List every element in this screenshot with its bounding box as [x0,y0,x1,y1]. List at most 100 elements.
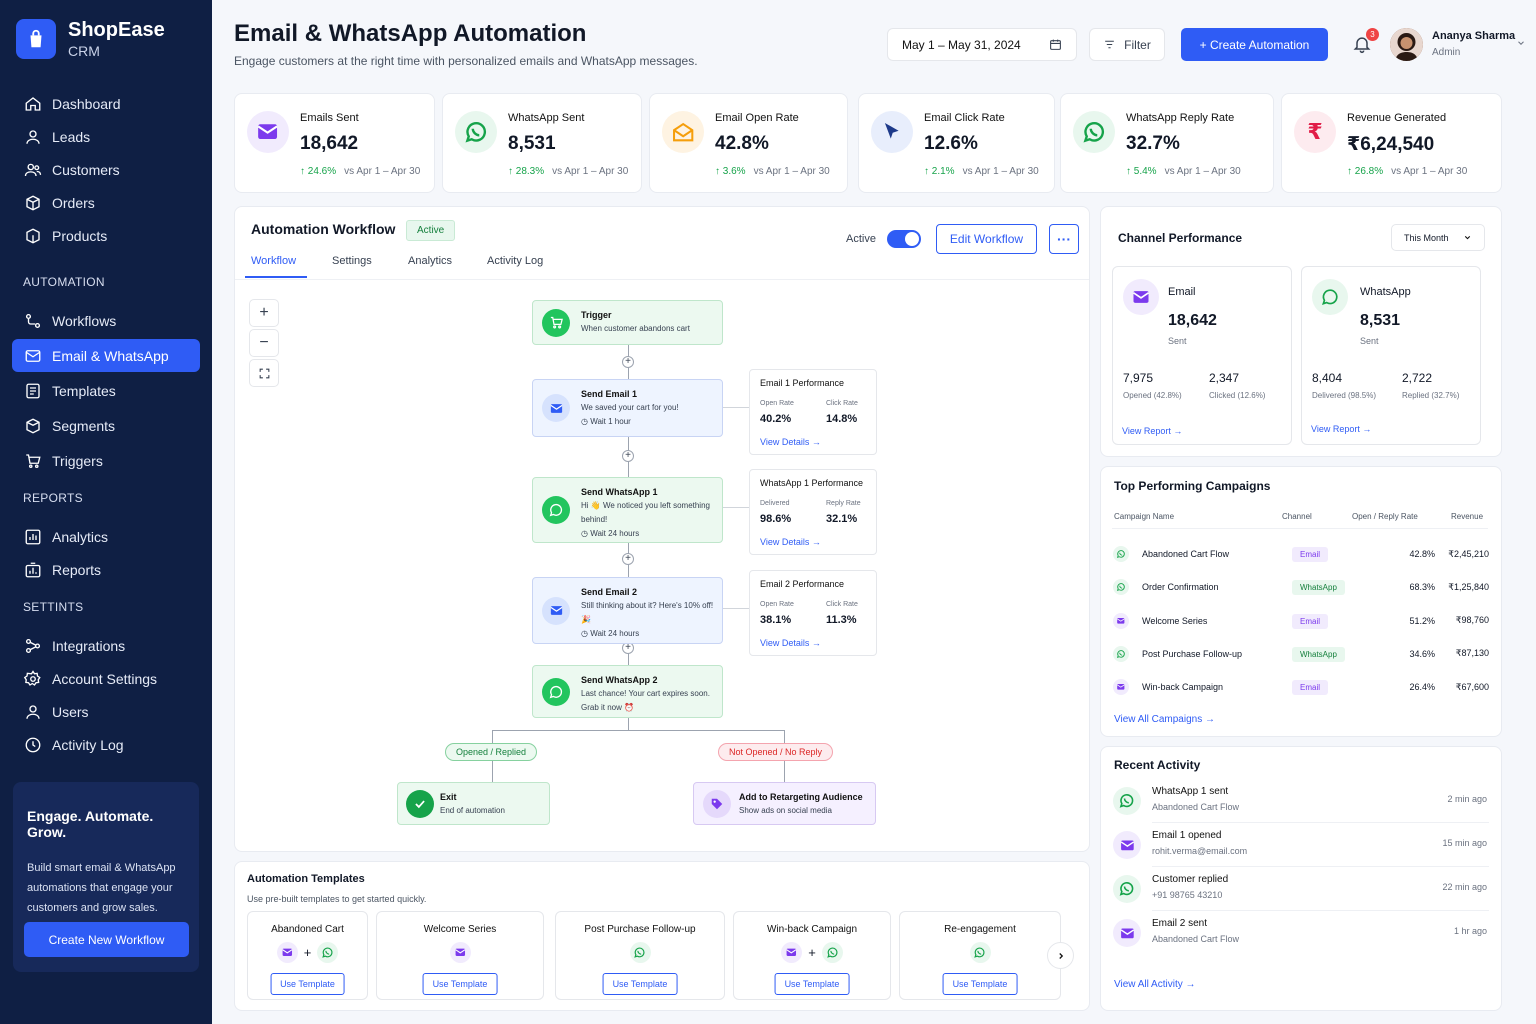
chevron-down-icon [1464,235,1471,240]
carousel-next-button[interactable] [1047,942,1074,969]
create-automation-button[interactable]: + Create Automation [1181,28,1328,61]
sidebar-item-workflows[interactable]: Workflows [12,304,200,337]
email2-node[interactable]: Send Email 2 Still thinking about it? He… [532,577,723,644]
template-channels [377,942,543,963]
chevron-down-icon[interactable] [1516,38,1526,48]
view-details-link[interactable]: View Details → [760,437,821,447]
table-row[interactable]: Order Confirmation WhatsApp 68.3% ₹1,25,… [1113,573,1489,601]
tab-workflow[interactable]: Workflow [251,255,297,267]
whatsapp2-node[interactable]: Send WhatsApp 2 Last chance! Your cart e… [532,665,723,718]
whatsapp1-node[interactable]: Send WhatsApp 1 Hi 👋 We noticed you left… [532,477,723,543]
sidebar-item-integrations[interactable]: Integrations [12,629,200,662]
retargeting-node[interactable]: Add to Retargeting Audience Show ads on … [693,782,876,825]
sidebar-item-triggers[interactable]: Triggers [12,444,200,477]
use-template-button[interactable]: Use Template [270,973,345,995]
sidebar-item-segments[interactable]: Segments [12,409,200,442]
kpi-delta-value: 24.6% [307,166,337,177]
use-template-button[interactable]: Use Template [942,973,1018,995]
add-step-button[interactable]: + [622,450,634,462]
view-report-link[interactable]: View Report → [1122,426,1182,436]
table-row[interactable]: Welcome Series Email 51.2% ₹98,760 [1113,607,1489,635]
view-details-link[interactable]: View Details → [760,537,821,547]
kpi-value: 8,531 [508,133,556,154]
chevron-right-icon [1058,952,1063,959]
exit-node[interactable]: Exit End of automation [397,782,550,825]
sidebar-item-label: Integrations [52,637,126,654]
whatsapp-icon [542,496,570,524]
bell-icon[interactable] [1352,34,1372,54]
create-new-workflow-button[interactable]: Create New Workflow [24,922,189,957]
sidebar-item-analytics[interactable]: Analytics [12,520,200,553]
sidebar-item-orders[interactable]: Orders [12,186,200,219]
template-card[interactable]: Post Purchase Follow-up Use Template [555,911,725,1000]
view-details-link[interactable]: View Details → [760,638,821,648]
brand[interactable]: ShopEase CRM [16,18,165,60]
view-all-campaigns-link[interactable]: View All Campaigns → [1114,714,1215,725]
sidebar-item-templates[interactable]: Templates [12,374,200,407]
list-item[interactable]: Email 2 sent Abandoned Cart Flow 1 hr ag… [1113,914,1489,958]
activity-time: 2 min ago [1447,794,1487,804]
sidebar-item-email-whatsapp[interactable]: Email & WhatsApp [12,339,200,372]
use-template-button[interactable]: Use Template [422,973,498,995]
sidebar-item-customers[interactable]: Customers [12,153,200,186]
activity-sub: rohit.verma@email.com [1152,846,1248,856]
table-row[interactable]: Post Purchase Follow-up WhatsApp 34.6% ₹… [1113,640,1489,668]
channel-name: Email [1168,286,1196,298]
table-row[interactable]: Abandoned Cart Flow Email 42.8% ₹2,45,21… [1113,540,1489,568]
campaign-name: Win-back Campaign [1142,682,1224,693]
zoom-in-button[interactable]: + [249,299,279,327]
view-all-activity-link[interactable]: View All Activity → [1114,979,1196,990]
list-item[interactable]: Email 1 opened rohit.verma@email.com 15 … [1113,826,1489,870]
sidebar-item-leads[interactable]: Leads [12,120,200,153]
clock-icon [25,737,41,752]
template-card[interactable]: Welcome Series Use Template [376,911,544,1000]
filter-button[interactable]: Filter [1089,28,1165,61]
sidebar-item-reports[interactable]: Reports [12,553,200,586]
more-options-icon[interactable]: ··· [1049,224,1079,254]
list-item[interactable]: Customer replied +91 98765 43210 22 min … [1113,870,1489,914]
sidebar-item-activity-log[interactable]: Activity Log [12,728,200,761]
template-card[interactable]: Win-back Campaign + Use Template [733,911,891,1000]
edit-workflow-button[interactable]: Edit Workflow [936,224,1037,254]
active-toggle[interactable] [887,230,921,248]
campaign-rate: 68.3% [1409,582,1435,593]
zoom-out-button[interactable]: − [249,329,279,357]
sidebar-item-users[interactable]: Users [12,695,200,728]
use-template-button[interactable]: Use Template [774,973,850,995]
tab-activity-log[interactable]: Activity Log [487,255,544,267]
view-report-link[interactable]: View Report → [1311,424,1371,434]
kpi-compare: vs Apr 1 – Apr 30 [1164,166,1241,177]
add-step-button[interactable]: + [622,356,634,368]
table-row[interactable]: Win-back Campaign Email 26.4% ₹67,600 [1113,673,1489,701]
node-wait: ◷ Wait 1 hour [581,415,714,429]
segment-icon [26,417,40,434]
template-channels [900,942,1060,963]
activity-title: Email 1 opened [1152,830,1222,841]
whatsapp-icon [455,111,497,153]
tab-analytics[interactable]: Analytics [408,255,453,267]
add-step-button[interactable]: + [622,553,634,565]
kpi-card: Email Click Rate 12.6% ↑ 2.1% vs Apr 1 – … [858,93,1055,193]
use-template-button[interactable]: Use Template [602,973,678,995]
template-name: Abandoned Cart [271,924,344,935]
sidebar-item-products[interactable]: Products [12,219,200,252]
campaign-revenue: ₹98,760 [1455,615,1489,626]
campaign-name: Welcome Series [1142,615,1208,626]
period-select[interactable]: This Month [1391,224,1485,251]
email1-node[interactable]: Send Email 1 We saved your cart for you!… [532,379,723,437]
date-range-picker[interactable]: May 1 – May 31, 2024 [887,28,1077,61]
trigger-node[interactable]: Trigger When customer abandons cart [532,300,723,345]
filter-icon [1105,40,1114,49]
fit-screen-button[interactable] [249,359,279,387]
list-item[interactable]: WhatsApp 1 sent Abandoned Cart Flow 2 mi… [1113,782,1489,826]
kpi-delta: ↑ 2.1% vs Apr 1 – Apr 30 [924,166,1039,177]
template-card[interactable]: Re-engagement Use Template [899,911,1061,1000]
avatar[interactable] [1390,28,1423,61]
sidebar-item-dashboard[interactable]: Dashboard [12,87,200,120]
tab-divider [235,279,1089,280]
sidebar-item-account-settings[interactable]: Account Settings [12,662,200,695]
tab-settings[interactable]: Settings [332,255,372,267]
template-card[interactable]: Abandoned Cart + Use Template [247,911,368,1000]
node-title: Send WhatsApp 1 [581,487,658,497]
node-title: Exit [440,792,457,802]
